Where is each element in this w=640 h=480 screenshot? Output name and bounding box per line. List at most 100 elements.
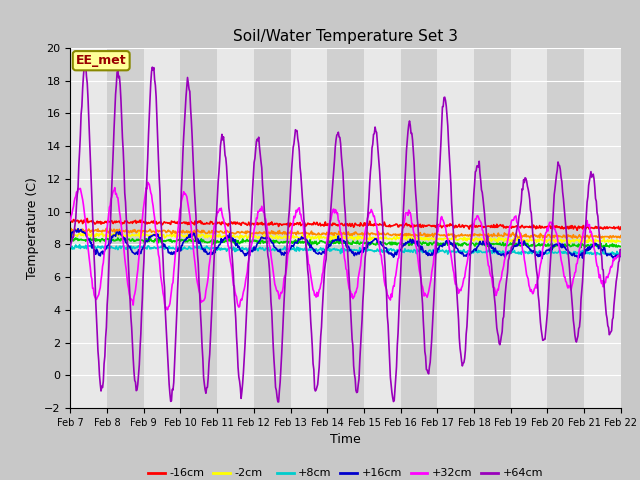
-8cm xyxy=(106,226,114,231)
-16cm xyxy=(67,219,74,225)
+2cm xyxy=(550,245,557,251)
-8cm xyxy=(134,228,141,233)
Bar xyxy=(401,48,437,408)
Y-axis label: Temperature (C): Temperature (C) xyxy=(26,177,38,279)
+64cm xyxy=(82,62,90,68)
+8cm xyxy=(77,244,85,250)
+8cm xyxy=(617,249,625,255)
+8cm xyxy=(67,245,74,251)
-2cm xyxy=(133,233,141,239)
Bar xyxy=(180,48,217,408)
+2cm xyxy=(413,239,421,245)
+8cm xyxy=(593,252,600,258)
-16cm xyxy=(77,218,84,224)
Line: +64cm: +64cm xyxy=(70,65,621,402)
X-axis label: Time: Time xyxy=(330,433,361,446)
+64cm xyxy=(134,382,141,387)
+16cm xyxy=(538,256,546,262)
Title: Soil/Water Temperature Set 3: Soil/Water Temperature Set 3 xyxy=(233,29,458,44)
Bar xyxy=(107,48,144,408)
+8cm xyxy=(219,246,227,252)
+64cm xyxy=(77,132,84,138)
-8cm xyxy=(413,232,421,238)
-8cm xyxy=(190,229,198,235)
+2cm xyxy=(219,240,227,245)
+8cm xyxy=(413,246,421,252)
+64cm xyxy=(275,399,282,405)
+16cm xyxy=(429,251,437,257)
-16cm xyxy=(219,220,227,226)
+2cm xyxy=(429,240,437,246)
+16cm xyxy=(190,230,198,236)
-8cm xyxy=(77,228,84,234)
-16cm xyxy=(134,219,141,225)
+8cm xyxy=(134,244,141,250)
-2cm xyxy=(566,241,573,247)
+16cm xyxy=(67,228,74,234)
-2cm xyxy=(136,229,143,235)
+32cm xyxy=(430,253,438,259)
Line: -16cm: -16cm xyxy=(70,218,621,230)
-2cm xyxy=(617,239,625,244)
-2cm xyxy=(219,234,227,240)
-16cm xyxy=(617,224,625,230)
+16cm xyxy=(77,227,85,232)
+2cm xyxy=(72,235,79,241)
+32cm xyxy=(67,217,74,223)
+16cm xyxy=(413,238,421,244)
+32cm xyxy=(77,186,84,192)
Legend: -16cm, -8cm, -2cm, +2cm, +8cm, +16cm, +32cm, +64cm: -16cm, -8cm, -2cm, +2cm, +8cm, +16cm, +3… xyxy=(144,464,547,480)
+32cm xyxy=(414,257,422,263)
+32cm xyxy=(191,255,198,261)
Bar xyxy=(254,48,291,408)
+64cm xyxy=(67,244,74,250)
-2cm xyxy=(413,235,421,241)
Line: -8cm: -8cm xyxy=(70,228,621,239)
-16cm xyxy=(83,216,91,221)
Bar xyxy=(547,48,584,408)
-16cm xyxy=(413,223,421,229)
+16cm xyxy=(74,226,82,231)
+2cm xyxy=(617,243,625,249)
+8cm xyxy=(429,247,437,252)
+2cm xyxy=(134,237,141,243)
-8cm xyxy=(515,236,522,241)
+32cm xyxy=(164,307,172,312)
+64cm xyxy=(430,293,438,299)
+32cm xyxy=(144,180,152,185)
-16cm xyxy=(573,228,581,233)
+2cm xyxy=(190,239,198,244)
+32cm xyxy=(220,216,227,222)
+8cm xyxy=(76,242,83,248)
+64cm xyxy=(219,137,227,143)
+16cm xyxy=(219,237,227,242)
Line: +8cm: +8cm xyxy=(70,245,621,255)
-2cm xyxy=(429,237,437,242)
+64cm xyxy=(414,223,422,228)
+64cm xyxy=(190,168,198,173)
-2cm xyxy=(67,232,74,238)
+32cm xyxy=(617,250,625,256)
Bar xyxy=(474,48,511,408)
+2cm xyxy=(77,236,85,242)
-2cm xyxy=(77,231,84,237)
+16cm xyxy=(617,250,625,256)
-2cm xyxy=(190,233,198,239)
Bar xyxy=(327,48,364,408)
-16cm xyxy=(429,223,437,229)
+2cm xyxy=(67,236,74,242)
Line: +32cm: +32cm xyxy=(70,182,621,310)
Line: -2cm: -2cm xyxy=(70,232,621,244)
+32cm xyxy=(133,273,141,279)
+16cm xyxy=(134,252,141,257)
-8cm xyxy=(617,233,625,239)
-8cm xyxy=(429,234,437,240)
-8cm xyxy=(219,230,227,236)
Line: +16cm: +16cm xyxy=(70,228,621,259)
+8cm xyxy=(190,246,198,252)
Line: +2cm: +2cm xyxy=(70,238,621,248)
-8cm xyxy=(67,228,74,234)
+64cm xyxy=(617,247,625,252)
-16cm xyxy=(190,220,198,226)
Text: EE_met: EE_met xyxy=(76,54,127,67)
